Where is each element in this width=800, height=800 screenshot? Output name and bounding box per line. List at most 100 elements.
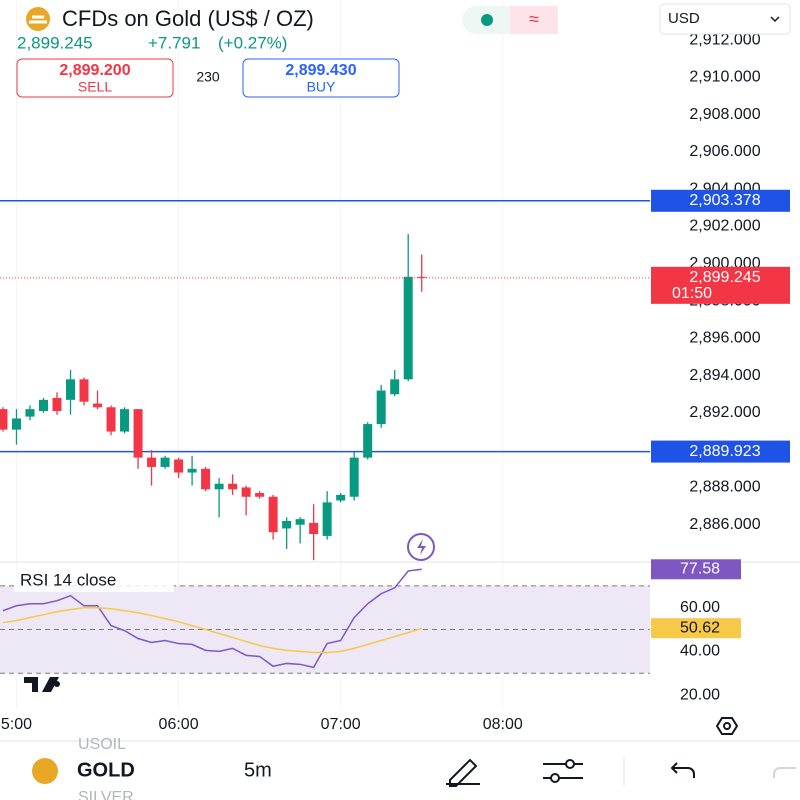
- footer: USOIL GOLD 5m SILVER: [0, 736, 800, 800]
- candle-body: [147, 457, 157, 467]
- tv-logo-dot: [54, 681, 60, 687]
- price-tag: [651, 440, 790, 463]
- rsi-tick-label: 20.00: [680, 686, 720, 703]
- symbol-title[interactable]: CFDs on Gold (US$ / OZ): [62, 6, 314, 31]
- sell-price: 2,899.200: [59, 62, 130, 79]
- candle-body: [390, 379, 400, 395]
- rsi-line: [2, 606, 422, 654]
- x-tick-label: 5:00: [1, 716, 32, 733]
- prev-symbol[interactable]: USOIL: [78, 736, 126, 753]
- x-tick-label: 08:00: [483, 716, 523, 733]
- delay-icon: ≈: [529, 9, 539, 29]
- buy-price: 2,899.430: [285, 62, 356, 79]
- candle-body: [52, 397, 62, 412]
- redo-icon[interactable]: [773, 767, 796, 778]
- candle-body: [403, 276, 413, 380]
- candle-body: [11, 418, 21, 430]
- candle-body: [282, 520, 292, 529]
- candle-body: [201, 468, 211, 490]
- footer-symbol[interactable]: GOLD: [77, 759, 135, 781]
- next-symbol[interactable]: SILVER: [78, 789, 134, 800]
- indicator-label: RSI 14 close: [20, 570, 116, 589]
- indicator-icon[interactable]: [543, 763, 583, 779]
- candle-body: [66, 379, 76, 400]
- candle-body: [376, 390, 386, 425]
- candle-body: [309, 522, 319, 535]
- currency-select[interactable]: [659, 3, 791, 35]
- header: CFDs on Gold (US$ / OZ) ≈ 2,899.245 +7.7…: [16, 3, 791, 98]
- y-tick-label: 2,902.000: [689, 218, 760, 235]
- candle-body: [228, 483, 238, 490]
- plot-layer: 2,886.0002,888.0002,890.0002,892.0002,89…: [0, 31, 800, 734]
- price-tag-label: 2,903.378: [689, 192, 760, 209]
- candle-body: [417, 276, 427, 278]
- candle-body: [174, 459, 184, 473]
- candle-body: [336, 494, 346, 501]
- price-change: +7.791: [148, 33, 200, 52]
- sell-button[interactable]: [16, 58, 174, 98]
- rsi-line: [2, 568, 422, 669]
- spread: 230: [196, 69, 220, 85]
- candle-body: [160, 457, 170, 467]
- candle-body: [322, 502, 332, 536]
- candle-body: [363, 424, 373, 458]
- candle-body: [93, 403, 103, 408]
- price-change-pct: (+0.27%): [218, 33, 287, 52]
- price-tag: [651, 189, 790, 212]
- logo-glyph: [29, 15, 47, 24]
- x-tick-label: 07:00: [321, 716, 361, 733]
- rsi-value-label: 77.58: [680, 560, 720, 577]
- tv-logo: [24, 677, 59, 692]
- x-tick-label: 06:00: [159, 716, 199, 733]
- candle-body: [295, 519, 305, 525]
- buy-button[interactable]: [242, 58, 400, 98]
- last-price: 2,899.245: [17, 33, 93, 52]
- market-open-dot: [481, 14, 493, 26]
- y-tick-label: 2,888.000: [689, 479, 760, 496]
- candle-body: [25, 409, 35, 417]
- indicator-knob-2: [550, 773, 560, 783]
- bar-countdown: 01:50: [672, 285, 712, 302]
- candle-body: [38, 399, 48, 412]
- draw-icon[interactable]: [446, 758, 480, 787]
- last-price-label: 2,899.245: [689, 269, 760, 286]
- rsi-tick-label: 40.00: [680, 643, 720, 660]
- rsi-value-tag: [651, 559, 741, 580]
- candle-body: [0, 409, 8, 430]
- y-tick-label: 2,894.000: [689, 367, 760, 384]
- undo-icon[interactable]: [670, 762, 695, 778]
- rsi-value-tag: [651, 618, 741, 639]
- candle-body: [133, 409, 143, 458]
- candle-body: [106, 407, 116, 432]
- interval[interactable]: 5m: [244, 759, 272, 781]
- y-tick-label: 2,908.000: [689, 106, 760, 123]
- y-tick-label: 2,896.000: [689, 330, 760, 347]
- decor: [24, 533, 739, 735]
- last-price-tag: [651, 266, 790, 304]
- footer-logo: [32, 758, 58, 784]
- rsi-tick-label: 60.00: [680, 599, 720, 616]
- price-tag-label: 2,889.923: [689, 443, 760, 460]
- candle-body: [187, 468, 197, 473]
- symbol-logo: [26, 7, 50, 31]
- dropdown-arrow: [770, 16, 780, 23]
- y-tick-label: 2,912.000: [689, 31, 760, 48]
- y-tick-label: 2,906.000: [689, 143, 760, 160]
- buy-label: BUY: [307, 79, 336, 95]
- rsi-value-label: 50.62: [680, 619, 720, 636]
- settings-icon-center: [723, 722, 731, 730]
- candle-body: [120, 409, 130, 432]
- status-pill-right: [510, 6, 558, 34]
- indicator-knob-1: [565, 759, 575, 769]
- candle-body: [268, 496, 278, 533]
- y-tick-label: 2,886.000: [689, 516, 760, 533]
- settings-icon[interactable]: [715, 717, 739, 735]
- y-tick-label: 2,910.000: [689, 69, 760, 86]
- indicator-label-bg: [14, 570, 174, 592]
- candle-body: [214, 483, 224, 490]
- candle-body: [349, 457, 359, 497]
- y-tick-label: 2,892.000: [689, 404, 760, 421]
- event-glyph: [417, 539, 426, 555]
- sell-label: SELL: [78, 79, 112, 95]
